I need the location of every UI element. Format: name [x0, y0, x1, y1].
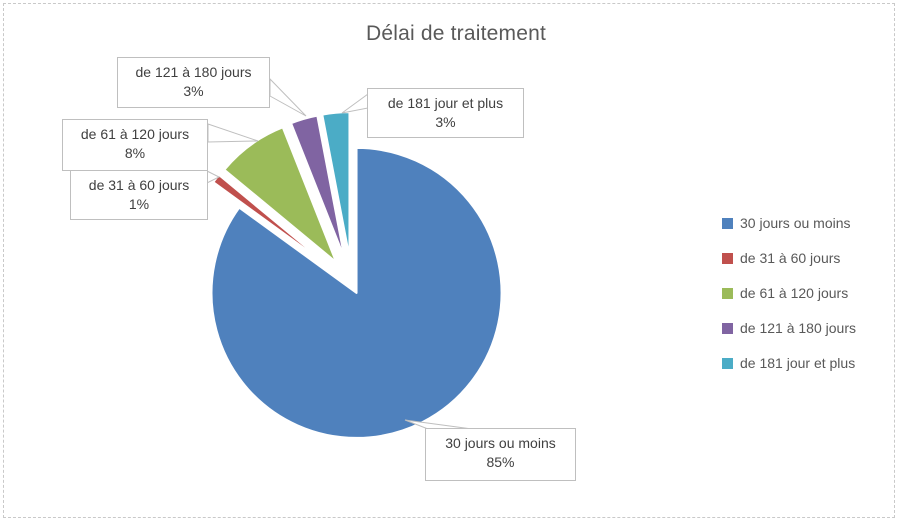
legend-item-61-120-jours: de 61 à 120 jours — [722, 282, 856, 304]
legend-label: de 121 à 180 jours — [740, 320, 856, 336]
legend-swatch-icon — [722, 357, 733, 369]
leader-line-181-plus — [341, 93, 369, 114]
pie-slice-3 — [290, 114, 346, 260]
callout-31-60-jours: de 31 à 60 jours 1% — [70, 170, 208, 220]
legend-swatch-icon — [722, 252, 733, 264]
legend-label: de 31 à 60 jours — [740, 250, 841, 266]
callout-value: 1% — [128, 196, 150, 212]
callout-label: de 181 jour et plus — [387, 95, 504, 111]
legend-swatch-icon — [722, 217, 733, 229]
callout-value: 8% — [124, 145, 146, 161]
callout-121-180-jours: de 121 à 180 jours 3% — [117, 57, 270, 108]
legend: 30 jours ou moins de 31 à 60 jours de 61… — [722, 212, 856, 374]
callout-label: de 61 à 120 jours — [80, 126, 190, 142]
callout-value: 3% — [183, 83, 204, 99]
legend-label: 30 jours ou moins — [740, 215, 851, 231]
legend-swatch-icon — [722, 322, 733, 334]
legend-item-181-jour-et-plus: de 181 jour et plus — [722, 352, 856, 374]
legend-item-31-60-jours: de 31 à 60 jours — [722, 247, 856, 269]
callout-leader-lines — [206, 77, 473, 430]
legend-item-30-jours-ou-moins: 30 jours ou moins — [722, 212, 856, 234]
callout-30-jours-ou-moins: 30 jours ou moins 85% — [425, 428, 576, 481]
pie-slices-group — [210, 111, 503, 439]
chart-title: Délai de traitement — [365, 22, 547, 45]
legend-label: de 181 jour et plus — [740, 355, 856, 371]
leader-line-61-120 — [207, 123, 259, 143]
callout-181-jour-et-plus: de 181 jour et plus 3% — [367, 88, 524, 138]
pie-slice-2 — [223, 126, 338, 264]
legend-label: de 61 à 120 jours — [740, 285, 849, 301]
legend-item-121-180-jours: de 121 à 180 jours — [722, 317, 856, 339]
pie-slice-4 — [321, 111, 351, 259]
legend-swatch-icon — [722, 287, 733, 299]
callout-label: de 31 à 60 jours — [88, 177, 190, 193]
callout-61-120-jours: de 61 à 120 jours 8% — [62, 119, 208, 171]
leader-line-121-180 — [269, 77, 307, 117]
callout-label: 30 jours ou moins — [445, 435, 556, 451]
callout-value: 85% — [486, 454, 515, 470]
callout-value: 3% — [435, 114, 456, 130]
callout-label: de 121 à 180 jours — [135, 64, 252, 80]
